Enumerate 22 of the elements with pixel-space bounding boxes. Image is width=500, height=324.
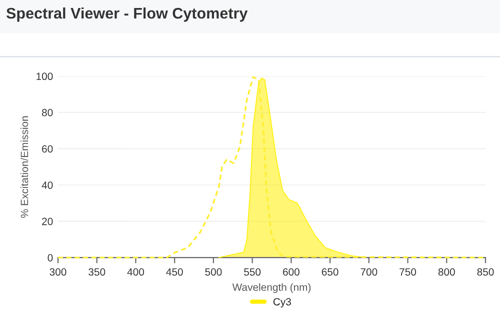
y-tick-label: 0 <box>48 254 53 262</box>
y-axis-title: % Excitation/Emission <box>20 116 28 218</box>
x-axis-title: Wavelength (nm) <box>232 283 311 293</box>
x-tick-label: 700 <box>360 268 378 276</box>
x-tick-label: 650 <box>322 268 338 276</box>
legend-label: Cy3 <box>273 298 291 308</box>
x-tick-label: 600 <box>283 268 300 276</box>
x-tick-label: 300 <box>50 268 66 276</box>
y-tick-label: 100 <box>36 72 53 80</box>
x-tick-label: 750 <box>400 268 416 276</box>
y-tick-label: 80 <box>42 108 53 116</box>
x-tick-label: 850 <box>477 268 494 276</box>
y-tick-label: 40 <box>42 182 53 189</box>
x-tick-label: 550 <box>244 268 261 276</box>
x-tick-label: 350 <box>88 268 106 276</box>
chart-title: Spectral Viewer - Flow Cytometry <box>6 7 248 22</box>
x-tick-label: 450 <box>166 268 183 276</box>
y-tick-label: 20 <box>42 218 53 226</box>
x-tick-label: 400 <box>127 268 144 276</box>
x-tick-label: 800 <box>438 268 455 276</box>
x-tick-label: 500 <box>205 268 222 276</box>
y-tick-label: 60 <box>42 145 53 153</box>
